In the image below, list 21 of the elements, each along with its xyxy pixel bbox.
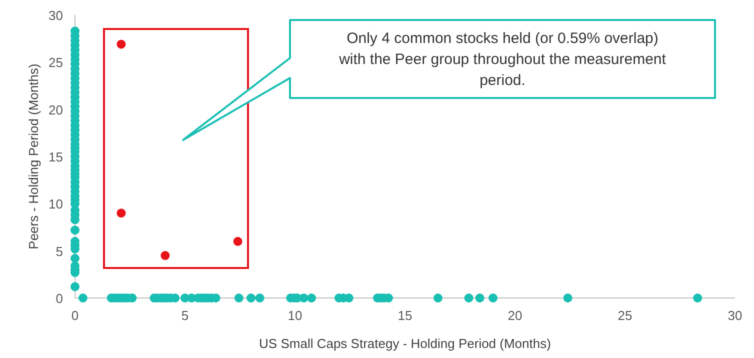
y-tick-label: 15 bbox=[48, 150, 63, 164]
y-tick-label: 5 bbox=[56, 244, 63, 259]
y-axis-title: Peers - Holding Period (Months) bbox=[26, 64, 41, 250]
point bbox=[233, 236, 242, 246]
x-tick-label: 30 bbox=[728, 308, 742, 323]
x-tick-label: 0 bbox=[71, 308, 79, 323]
x-tick-label: 20 bbox=[508, 308, 522, 323]
point bbox=[116, 208, 126, 218]
x-tick-label: 25 bbox=[618, 308, 632, 323]
point bbox=[116, 40, 126, 49]
y-tick-label: 20 bbox=[48, 102, 63, 118]
y-tick-label: 25 bbox=[48, 55, 63, 70]
point bbox=[160, 251, 170, 260]
y-tick-label: 10 bbox=[48, 196, 63, 212]
x-tick-label: 15 bbox=[398, 308, 412, 323]
y-tick-label: 30 bbox=[48, 8, 63, 23]
y-tick-label: 0 bbox=[56, 291, 63, 306]
annotation: Only 4 common stocks held (or 0.59% overlap) with the Peer group throughout the measurement period. bbox=[338, 30, 667, 89]
x-axis-title: US Small Caps Strategy - Holding Period (Months) bbox=[259, 336, 551, 351]
x-tick-label: 10 bbox=[288, 308, 302, 323]
x-tick-label: 5 bbox=[181, 308, 189, 323]
